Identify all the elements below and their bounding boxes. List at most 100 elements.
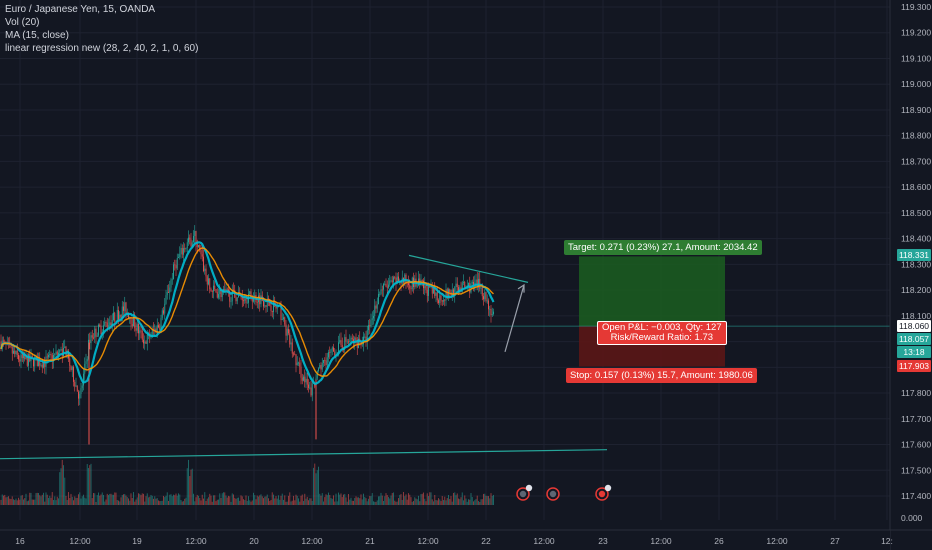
volume-bar [251,500,253,505]
candle [334,351,336,357]
candle [486,300,488,302]
volume-bar [256,495,258,505]
candle [254,295,256,298]
candle [284,317,286,325]
volume-bar [384,496,386,505]
candle [439,295,441,303]
volume-bar [375,501,377,505]
candle [338,342,339,353]
candle [166,291,168,296]
volume-bar [411,501,413,505]
candle [14,350,16,355]
candle [68,350,69,359]
candle [263,301,264,307]
candle [173,264,174,280]
linreg-indicator-label: linear regression new (28, 2, 40, 2, 1, … [5,43,199,54]
time-tick-label: 22 [481,536,491,546]
volume-bar [259,495,261,505]
volume-bar [4,494,6,505]
candle [395,277,397,284]
candle [144,341,146,344]
volume-bar [294,500,296,505]
candle [46,356,48,358]
candle [211,291,213,293]
candle [379,293,381,295]
candle [310,387,312,396]
candle [493,311,494,315]
candle [3,340,4,342]
volume-bar [340,493,342,505]
volume-bar [343,494,344,505]
volume-bar [253,492,254,505]
volume-bar [348,494,349,505]
candle [203,256,204,272]
volume-bar [60,468,62,505]
volume-bar [199,497,201,505]
candle [219,289,221,295]
candle [454,286,456,296]
candle [179,253,181,258]
volume-bar [148,497,149,505]
candle [480,287,482,289]
candle [361,344,363,346]
candle [23,354,24,359]
candle [226,288,228,290]
candle [39,359,41,366]
candle [339,340,341,343]
volume-bar [443,500,444,505]
volume-bar [361,499,363,505]
volume-bar [111,494,113,505]
volume-bar [285,501,287,505]
candle [344,337,346,349]
candle [436,292,438,301]
candle [111,320,113,326]
volume-bar [469,499,471,505]
volume-bar [380,492,382,505]
candle [389,280,391,285]
volume-bar [379,496,381,505]
volume-bar [445,500,447,505]
candle [161,310,163,318]
candle [35,356,37,359]
candle [293,353,294,355]
candle [159,327,161,330]
volume-bar [261,496,263,505]
volume-bar [308,500,309,505]
volume-bar [394,500,396,505]
volume-bar [116,500,118,505]
volume-bar [1,494,3,505]
candle [243,300,244,302]
price-tick-label: 118.200 [901,285,931,295]
candle [170,279,172,288]
candle [275,306,277,309]
volume-bar [404,496,406,505]
candle [341,345,343,349]
candle [330,349,332,353]
candle [125,302,127,315]
volume-bar [55,500,57,505]
candle [301,377,303,381]
volume-bar [455,495,457,505]
candle [440,295,442,301]
volume-bar [189,476,191,505]
candle [381,289,383,291]
volume-bar [106,493,108,505]
candle [186,242,188,249]
volume-bar [100,494,102,505]
candle [220,289,222,298]
volume-bar [33,499,34,505]
candle [83,373,84,386]
candle [185,248,187,250]
volume-bar [478,501,479,505]
candle [311,383,313,396]
projection-arrow [504,284,525,353]
candle [178,257,179,259]
candle [194,231,196,236]
candle [160,317,162,330]
volume-bar [244,500,246,505]
candle [319,365,321,369]
volume-bar [424,498,426,505]
candle [370,319,372,327]
candle [176,258,178,269]
